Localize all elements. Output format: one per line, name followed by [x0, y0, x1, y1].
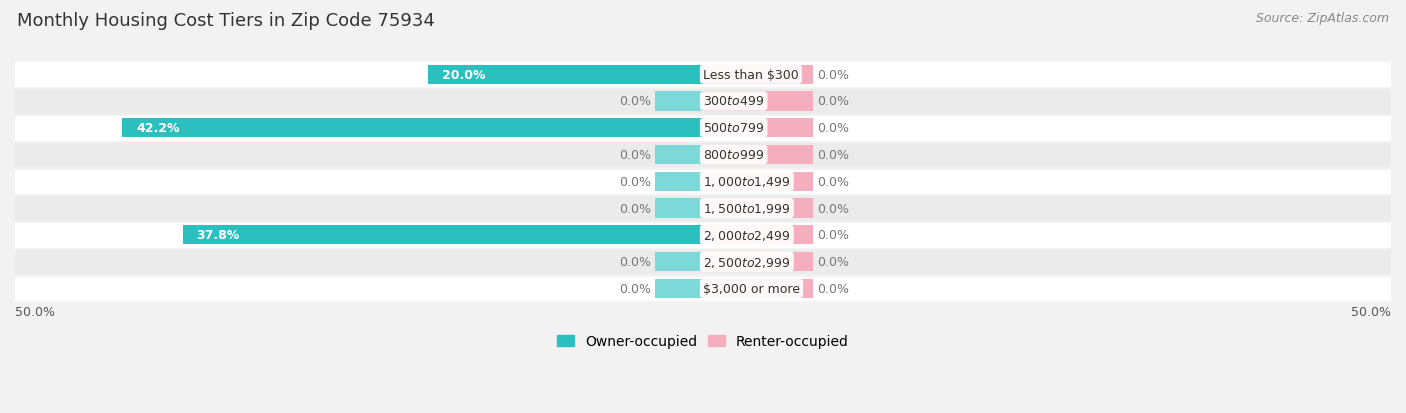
Bar: [703, 172, 813, 192]
Bar: [8, 250, 1398, 274]
Text: $800 to $999: $800 to $999: [703, 149, 765, 161]
Bar: [8, 143, 1398, 167]
Text: 0.0%: 0.0%: [619, 202, 651, 215]
Bar: [703, 279, 813, 298]
Bar: [703, 252, 813, 272]
Bar: [703, 65, 813, 85]
Text: 0.0%: 0.0%: [817, 95, 849, 108]
Bar: [8, 197, 1398, 220]
Text: 0.0%: 0.0%: [817, 149, 849, 161]
Text: 20.0%: 20.0%: [441, 69, 485, 81]
Text: Monthly Housing Cost Tiers in Zip Code 75934: Monthly Housing Cost Tiers in Zip Code 7…: [17, 12, 434, 30]
Text: 0.0%: 0.0%: [619, 149, 651, 161]
Bar: [8, 90, 1398, 114]
Text: 0.0%: 0.0%: [817, 69, 849, 81]
Bar: [122, 119, 703, 138]
Bar: [655, 172, 703, 192]
Bar: [655, 279, 703, 298]
Bar: [655, 252, 703, 272]
Bar: [8, 116, 1398, 140]
Text: 37.8%: 37.8%: [197, 229, 240, 242]
Text: 50.0%: 50.0%: [1351, 305, 1391, 318]
Text: Source: ZipAtlas.com: Source: ZipAtlas.com: [1256, 12, 1389, 25]
Text: 0.0%: 0.0%: [619, 256, 651, 268]
Text: 0.0%: 0.0%: [619, 282, 651, 295]
Legend: Owner-occupied, Renter-occupied: Owner-occupied, Renter-occupied: [551, 329, 855, 354]
Bar: [8, 277, 1398, 301]
Bar: [703, 92, 813, 112]
Bar: [703, 119, 813, 138]
Text: 0.0%: 0.0%: [817, 202, 849, 215]
Bar: [8, 63, 1398, 87]
Bar: [8, 223, 1398, 247]
Text: $1,000 to $1,499: $1,000 to $1,499: [703, 175, 790, 189]
Bar: [183, 225, 703, 245]
Text: 42.2%: 42.2%: [136, 122, 180, 135]
Text: 0.0%: 0.0%: [817, 256, 849, 268]
Text: 50.0%: 50.0%: [15, 305, 55, 318]
Text: 0.0%: 0.0%: [619, 176, 651, 188]
Text: 0.0%: 0.0%: [817, 282, 849, 295]
Bar: [655, 92, 703, 112]
Bar: [703, 225, 813, 245]
Text: 0.0%: 0.0%: [619, 95, 651, 108]
Text: $2,500 to $2,999: $2,500 to $2,999: [703, 255, 790, 269]
Text: $1,500 to $1,999: $1,500 to $1,999: [703, 202, 790, 216]
Bar: [8, 170, 1398, 194]
Text: 0.0%: 0.0%: [817, 229, 849, 242]
Text: $3,000 or more: $3,000 or more: [703, 282, 800, 295]
Text: 0.0%: 0.0%: [817, 176, 849, 188]
Text: Less than $300: Less than $300: [703, 69, 799, 81]
Text: 0.0%: 0.0%: [817, 122, 849, 135]
Bar: [703, 145, 813, 165]
Text: $300 to $499: $300 to $499: [703, 95, 765, 108]
Text: $2,000 to $2,499: $2,000 to $2,499: [703, 228, 790, 242]
Bar: [703, 199, 813, 218]
Bar: [655, 199, 703, 218]
Text: $500 to $799: $500 to $799: [703, 122, 765, 135]
Bar: [427, 65, 703, 85]
Bar: [655, 145, 703, 165]
